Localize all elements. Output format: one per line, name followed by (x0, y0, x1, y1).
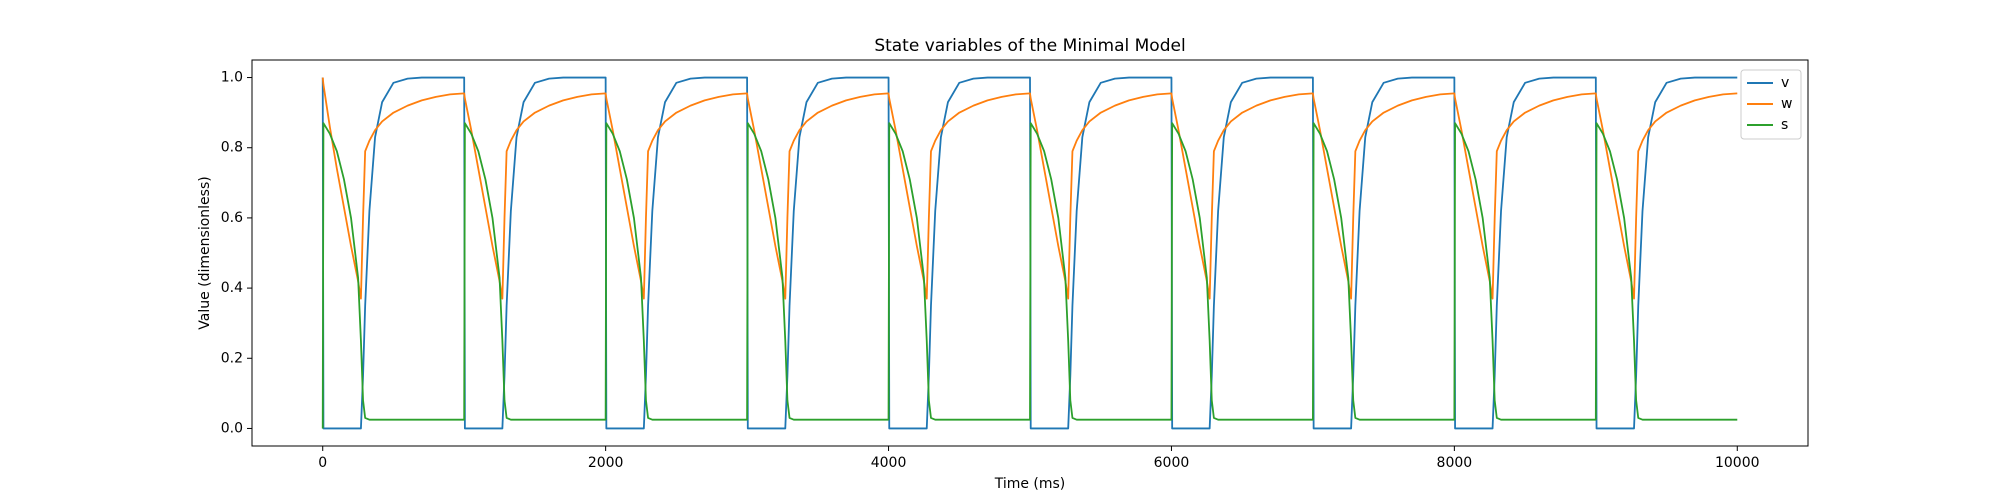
x-tick-label: 6000 (1154, 455, 1190, 471)
legend: vws (1740, 69, 1802, 140)
y-axis-label: Value (dimensionless) (197, 176, 213, 329)
y-tick-label: 0.8 (221, 140, 243, 156)
y-tick-label: 0.2 (221, 350, 243, 366)
x-axis-label: Time (ms) (994, 476, 1066, 492)
y-tick-label: 0.4 (221, 280, 243, 296)
series-line (321, 76, 1738, 430)
legend-label: s (1781, 117, 1788, 133)
series-line (321, 122, 1738, 429)
legend-label: w (1781, 96, 1792, 112)
y-tick-label: 1.0 (221, 70, 243, 86)
plot-frame (251, 59, 1809, 447)
x-tick-label: 8000 (1437, 455, 1473, 471)
x-tick-label: 10000 (1715, 455, 1760, 471)
y-tick-label: 0.0 (221, 420, 243, 436)
x-tick-label: 4000 (871, 455, 907, 471)
legend-label: v (1781, 75, 1789, 91)
x-tick-label: 0 (318, 455, 327, 471)
x-tick-label: 2000 (588, 455, 624, 471)
chart-title: State variables of the Minimal Model (874, 36, 1185, 56)
y-tick-label: 0.6 (221, 210, 243, 226)
